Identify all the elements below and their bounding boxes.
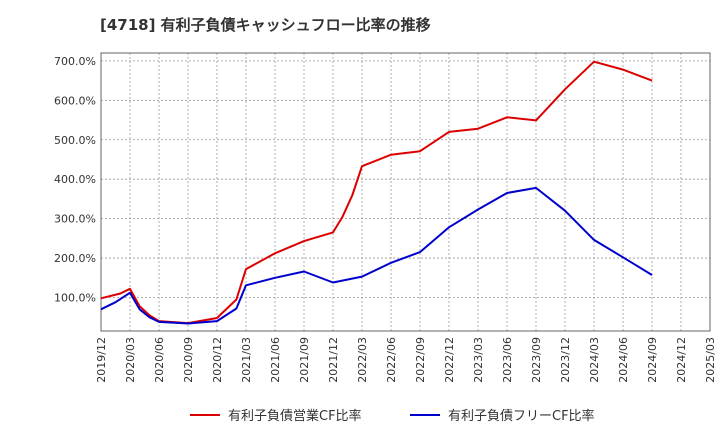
x-tick-label: 2021/03 bbox=[240, 337, 253, 383]
plot-frame bbox=[100, 52, 711, 332]
x-tick-label: 2024/06 bbox=[617, 337, 630, 383]
series-line-free-cf bbox=[100, 186, 653, 325]
y-tick-label: 200.0% bbox=[54, 252, 96, 265]
x-tick-label: 2022/09 bbox=[414, 337, 427, 383]
y-tick-label: 600.0% bbox=[54, 94, 96, 107]
x-tick-label: 2020/06 bbox=[153, 337, 166, 383]
x-tick-label: 2021/06 bbox=[269, 337, 282, 383]
y-tick-label: 400.0% bbox=[54, 173, 96, 186]
series-line-operating-cf bbox=[100, 60, 653, 325]
x-tick-label: 2025/03 bbox=[704, 337, 717, 383]
x-tick-label: 2021/09 bbox=[298, 337, 311, 383]
x-tick-label: 2020/12 bbox=[211, 337, 224, 383]
plot-area bbox=[101, 53, 710, 331]
x-tick-label: 2024/09 bbox=[646, 337, 659, 383]
legend-label: 有利子負債営業CF比率 bbox=[228, 408, 362, 424]
y-tick-label: 300.0% bbox=[54, 213, 96, 226]
x-tick-label: 2021/12 bbox=[327, 337, 340, 383]
x-tick-label: 2023/03 bbox=[472, 337, 485, 383]
x-tick-label: 2024/12 bbox=[675, 337, 688, 383]
x-tick-label: 2023/12 bbox=[559, 337, 572, 383]
chart-title: [4718] 有利子負債キャッシュフロー比率の推移 bbox=[100, 16, 431, 34]
y-tick-label: 500.0% bbox=[54, 134, 96, 147]
x-tick-label: 2022/12 bbox=[443, 337, 456, 383]
y-tick-label: 700.0% bbox=[54, 55, 96, 68]
x-tick-label: 2020/03 bbox=[124, 337, 137, 383]
x-tick-label: 2023/06 bbox=[501, 337, 514, 383]
x-tick-label: 2022/06 bbox=[385, 337, 398, 383]
legend-label: 有利子負債フリーCF比率 bbox=[448, 408, 595, 424]
x-tick-label: 2022/03 bbox=[356, 337, 369, 383]
x-tick-label: 2019/12 bbox=[95, 337, 108, 383]
x-tick-label: 2024/03 bbox=[588, 337, 601, 383]
x-tick-label: 2020/09 bbox=[182, 337, 195, 383]
y-tick-label: 100.0% bbox=[54, 291, 96, 304]
x-tick-label: 2023/09 bbox=[530, 337, 543, 383]
